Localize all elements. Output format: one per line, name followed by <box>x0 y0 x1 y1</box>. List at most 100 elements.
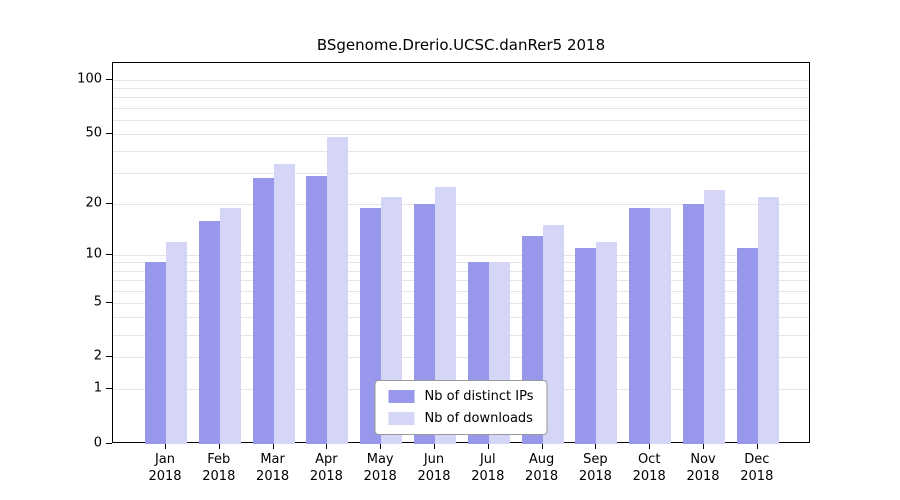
x-tick-label-jan: Jan 2018 <box>133 451 197 485</box>
y-tick-mark-1 <box>106 388 112 390</box>
bar-distinct-ips-oct <box>629 207 651 444</box>
gridline-9 <box>113 262 809 264</box>
gridline-60 <box>113 119 809 121</box>
x-tick-mark-aug <box>541 444 543 449</box>
y-tick-mark-2 <box>106 356 112 358</box>
x-tick-month: Aug <box>528 452 555 467</box>
bar-downloads-aug <box>542 225 564 444</box>
y-tick-label-10: 10 <box>85 246 102 262</box>
x-tick-month: Nov <box>690 452 716 467</box>
x-tick-label-feb: Feb 2018 <box>187 451 251 485</box>
x-tick-month: Mar <box>260 452 285 467</box>
x-tick-mark-apr <box>326 444 328 449</box>
x-tick-mark-may <box>380 444 382 449</box>
bar-downloads-apr <box>327 137 349 444</box>
x-tick-label-may: May 2018 <box>348 451 412 485</box>
x-tick-year: 2018 <box>686 469 720 484</box>
bar-distinct-ips-nov <box>683 203 704 444</box>
x-tick-month: Apr <box>315 452 338 467</box>
x-tick-year: 2018 <box>417 469 451 484</box>
x-tick-mark-nov <box>703 444 704 449</box>
x-tick-label-oct: Oct 2018 <box>617 451 681 485</box>
bar-distinct-ips-feb <box>198 220 220 444</box>
x-tick-mark-jun <box>434 444 435 449</box>
y-tick-mark-20 <box>106 202 112 204</box>
x-tick-mark-dec <box>756 444 758 449</box>
y-tick-mark-10 <box>106 253 112 255</box>
x-tick-label-aug: Aug 2018 <box>510 451 574 485</box>
x-tick-month: May <box>366 452 394 467</box>
gridline-70 <box>113 107 809 109</box>
y-tick-label-20: 20 <box>85 195 102 211</box>
legend-label-downloads: Nb of downloads <box>424 411 533 426</box>
bar-downloads-feb <box>219 207 241 444</box>
x-tick-year: 2018 <box>202 469 236 484</box>
y-tick-mark-50 <box>106 132 112 134</box>
x-tick-year: 2018 <box>578 469 612 484</box>
gridline-50 <box>113 133 809 135</box>
plot-area: Nb of distinct IPs Nb of downloads <box>112 62 810 444</box>
y-tick-mark-0 <box>106 443 112 444</box>
x-tick-label-nov: Nov 2018 <box>671 451 735 485</box>
y-tick-mark-5 <box>106 301 112 303</box>
bar-distinct-ips-jan <box>145 262 166 444</box>
gridline-6 <box>113 290 809 292</box>
x-tick-label-mar: Mar 2018 <box>241 451 305 485</box>
gridline-2 <box>113 357 809 359</box>
gridline-5 <box>113 302 809 304</box>
y-tick-label-0: 0 <box>93 435 102 451</box>
x-tick-year: 2018 <box>632 469 666 484</box>
bar-distinct-ips-apr <box>306 175 328 444</box>
gridline-3 <box>113 334 809 336</box>
gridline-7 <box>113 279 809 281</box>
y-tick-label-5: 5 <box>93 294 102 310</box>
bar-downloads-nov <box>704 190 725 444</box>
y-tick-label-1: 1 <box>93 380 102 396</box>
x-tick-month: Dec <box>744 452 770 467</box>
x-tick-year: 2018 <box>363 469 397 484</box>
x-tick-mark-oct <box>649 444 651 449</box>
x-tick-year: 2018 <box>525 469 559 484</box>
bar-downloads-jan <box>166 241 187 444</box>
x-tick-month: Jun <box>423 452 445 467</box>
x-tick-mark-sep <box>595 444 597 449</box>
gridline-80 <box>113 97 809 99</box>
x-tick-month: Jan <box>154 452 176 467</box>
gridline-100 <box>113 80 809 81</box>
gridline-10 <box>113 254 809 256</box>
bar-distinct-ips-mar <box>252 178 274 444</box>
x-tick-year: 2018 <box>740 469 774 484</box>
gridline-4 <box>113 317 809 319</box>
x-tick-mark-jul <box>487 444 489 449</box>
y-tick-label-50: 50 <box>85 125 102 141</box>
bar-distinct-ips-sep <box>575 248 597 444</box>
y-tick-label-100: 100 <box>77 71 102 87</box>
y-tick-label-2: 2 <box>93 348 102 364</box>
legend-swatch-downloads <box>388 412 415 425</box>
chart-title: BSgenome.Drerio.UCSC.danRer5 2018 <box>316 36 606 54</box>
legend-item-downloads: Nb of downloads <box>388 411 534 426</box>
gridline-20 <box>113 203 809 205</box>
bar-downloads-sep <box>596 241 618 444</box>
gridline-90 <box>113 88 809 90</box>
bar-downloads-dec <box>757 196 779 444</box>
x-tick-month: Feb <box>207 452 231 467</box>
x-tick-label-apr: Apr 2018 <box>294 451 358 485</box>
x-tick-month: Jul <box>479 452 496 467</box>
x-tick-year: 2018 <box>256 469 290 484</box>
x-tick-month: Oct <box>637 452 661 467</box>
legend-swatch-distinct-ips <box>388 390 415 403</box>
legend-label-distinct-ips: Nb of distinct IPs <box>424 389 534 404</box>
x-tick-label-sep: Sep 2018 <box>563 451 627 485</box>
gridline-40 <box>113 151 809 153</box>
x-tick-mark-jan <box>165 444 166 449</box>
x-tick-label-jun: Jun 2018 <box>402 451 466 485</box>
x-tick-year: 2018 <box>309 469 343 484</box>
bar-downloads-mar <box>273 163 295 444</box>
y-tick-mark-100 <box>106 79 112 80</box>
x-tick-year: 2018 <box>148 469 182 484</box>
gridline-30 <box>113 173 809 175</box>
bar-downloads-oct <box>650 207 672 444</box>
bar-downloads-jun <box>435 187 456 444</box>
